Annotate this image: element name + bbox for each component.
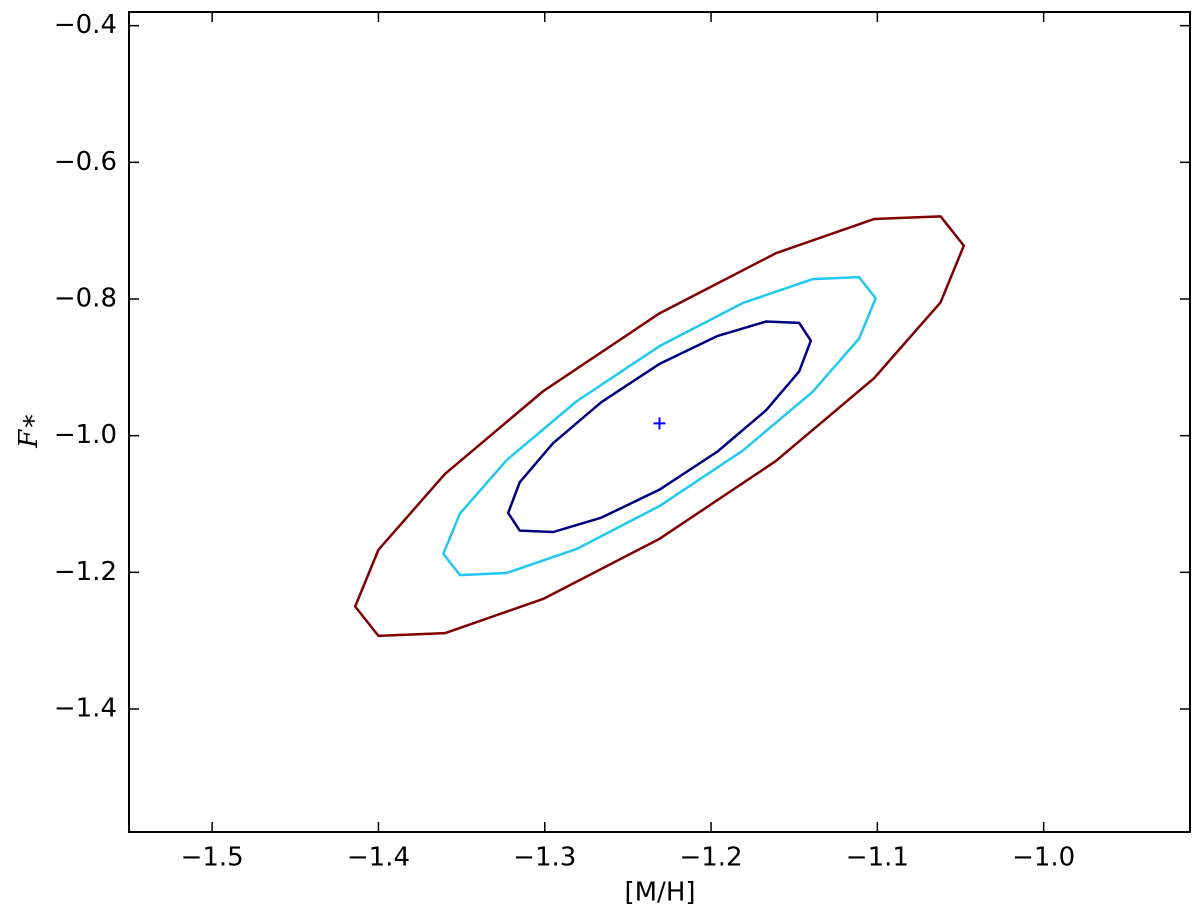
x-tick-label: −1.1 [846,843,909,873]
contour-line [353,215,966,638]
x-axis-label: [M/H] [624,878,695,908]
x-tick-label: −1.3 [513,843,576,873]
y-tick-label: −1.0 [54,420,117,450]
contour-line [506,320,813,534]
x-tick-label: −1.2 [679,843,742,873]
y-tick-label: −0.6 [54,147,117,177]
y-tick-label: −0.4 [54,10,117,40]
contour-line [442,275,877,577]
y-axis-label: F∗ [14,412,44,449]
x-tick-label: −1.5 [181,843,244,873]
x-tick-label: −1.0 [1012,843,1075,873]
best-fit-marker [653,417,666,430]
y-tick-label: −1.2 [54,557,117,587]
y-tick-label: −0.8 [54,284,117,314]
x-tick-label: −1.4 [347,843,410,873]
y-tick-label: −1.4 [54,694,117,724]
plot-frame [128,11,1191,833]
